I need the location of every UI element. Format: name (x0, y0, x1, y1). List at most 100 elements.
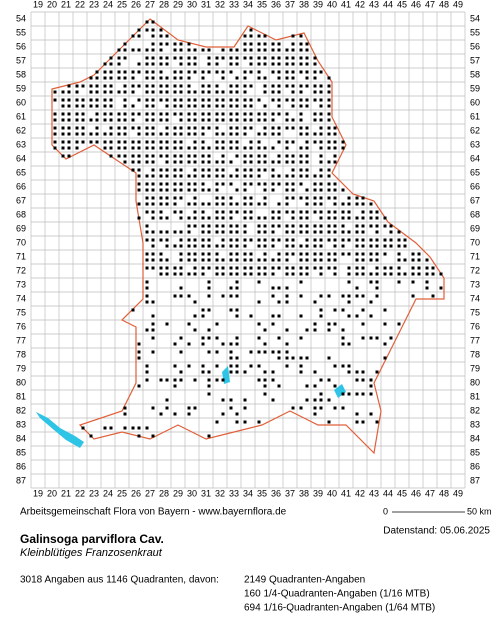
occurrence-dot (159, 378, 163, 382)
occurrence-dot (299, 356, 303, 360)
occurrence-dot (165, 98, 169, 102)
occurrence-dot (291, 356, 295, 360)
occurrence-dot (313, 370, 317, 374)
occurrence-dot (383, 272, 387, 276)
column-label: 28 (159, 488, 169, 498)
occurrence-dot (369, 272, 373, 276)
occurrence-dot (151, 196, 155, 200)
occurrence-dot (109, 84, 113, 88)
occurrence-dot (235, 154, 239, 158)
occurrence-dot (263, 244, 267, 248)
column-label: 43 (369, 0, 379, 9)
occurrence-dot (277, 210, 281, 214)
occurrence-dot (187, 412, 191, 416)
occurrence-dot (271, 322, 275, 326)
occurrence-dot (201, 84, 205, 88)
occurrence-dot (187, 42, 191, 46)
occurrence-dot (375, 244, 379, 248)
occurrence-dot (159, 132, 163, 136)
column-label: 41 (341, 0, 351, 9)
occurrence-dot (235, 280, 239, 284)
occurrence-dot (61, 118, 65, 122)
occurrence-dot (305, 48, 309, 52)
occurrence-dot (145, 182, 149, 186)
occurrence-dot (193, 188, 197, 192)
occurrence-dot (193, 252, 197, 256)
occurrence-dot (165, 56, 169, 60)
occurrence-dot (229, 406, 233, 410)
occurrence-dot (235, 118, 239, 122)
occurrence-dot (271, 350, 275, 354)
column-label: 23 (89, 0, 99, 9)
occurrence-dot (355, 272, 359, 276)
occurrence-dot (235, 342, 239, 346)
occurrence-dot (235, 412, 239, 416)
occurrence-dot (327, 322, 331, 326)
occurrence-dot (207, 308, 211, 312)
row-label: 71 (16, 251, 26, 261)
occurrence-dot (221, 56, 225, 60)
occurrence-dot (263, 146, 267, 150)
occurrence-dot (319, 272, 323, 276)
occurrence-dot (159, 238, 163, 242)
occurrence-dot (403, 238, 407, 242)
occurrence-dot (383, 322, 387, 326)
occurrence-dot (333, 364, 337, 368)
occurrence-dot (327, 258, 331, 262)
occurrence-dot (145, 258, 149, 262)
row-label: 70 (16, 237, 26, 247)
column-label: 24 (103, 488, 113, 498)
occurrence-dot (299, 132, 303, 136)
occurrence-dot (305, 42, 309, 46)
occurrence-dot (193, 154, 197, 158)
row-label: 83 (16, 419, 26, 429)
occurrence-dot (291, 238, 295, 242)
occurrence-dot (215, 56, 219, 60)
occurrence-dot (263, 34, 267, 38)
column-label: 31 (201, 0, 211, 9)
occurrence-dot (243, 104, 247, 108)
occurrence-dot (403, 272, 407, 276)
occurrence-dot (383, 308, 387, 312)
occurrence-dot (151, 90, 155, 94)
occurrence-dot (271, 126, 275, 130)
occurrence-dot (243, 160, 247, 164)
occurrence-dot (327, 112, 331, 116)
occurrence-dot (145, 238, 149, 242)
occurrence-dot (187, 76, 191, 80)
occurrence-dot (159, 112, 163, 116)
occurrence-dot (243, 112, 247, 116)
occurrence-dot (299, 104, 303, 108)
occurrence-dot (299, 244, 303, 248)
occurrence-dot (271, 174, 275, 178)
occurrence-dot (221, 342, 225, 346)
occurrence-dot (313, 266, 317, 270)
occurrence-dot (193, 272, 197, 276)
occurrence-dot (263, 62, 267, 66)
occurrence-dot (299, 56, 303, 60)
occurrence-dot (53, 140, 57, 144)
occurrence-dot (179, 84, 183, 88)
occurrence-dot (327, 160, 331, 164)
occurrence-dot (299, 280, 303, 284)
occurrence-dot (319, 126, 323, 130)
occurrence-dot (229, 104, 233, 108)
occurrence-dot (145, 286, 149, 290)
occurrence-dot (137, 160, 141, 164)
occurrence-dot (109, 118, 113, 122)
occurrence-dot (159, 412, 163, 416)
occurrence-dot (145, 370, 149, 374)
occurrence-dot (61, 126, 65, 130)
occurrence-dot (215, 252, 219, 256)
occurrence-dot (327, 146, 331, 150)
occurrence-dot (187, 258, 191, 262)
occurrence-dot (215, 196, 219, 200)
occurrence-dot (305, 272, 309, 276)
occurrence-dot (263, 252, 267, 256)
occurrence-dot (221, 118, 225, 122)
occurrence-dot (347, 210, 351, 214)
summary-line: 694 1/16-Quadranten-Angaben (1/64 MTB) (244, 603, 435, 614)
occurrence-dot (277, 300, 281, 304)
occurrence-dot (123, 406, 127, 410)
occurrence-dot (145, 210, 149, 214)
